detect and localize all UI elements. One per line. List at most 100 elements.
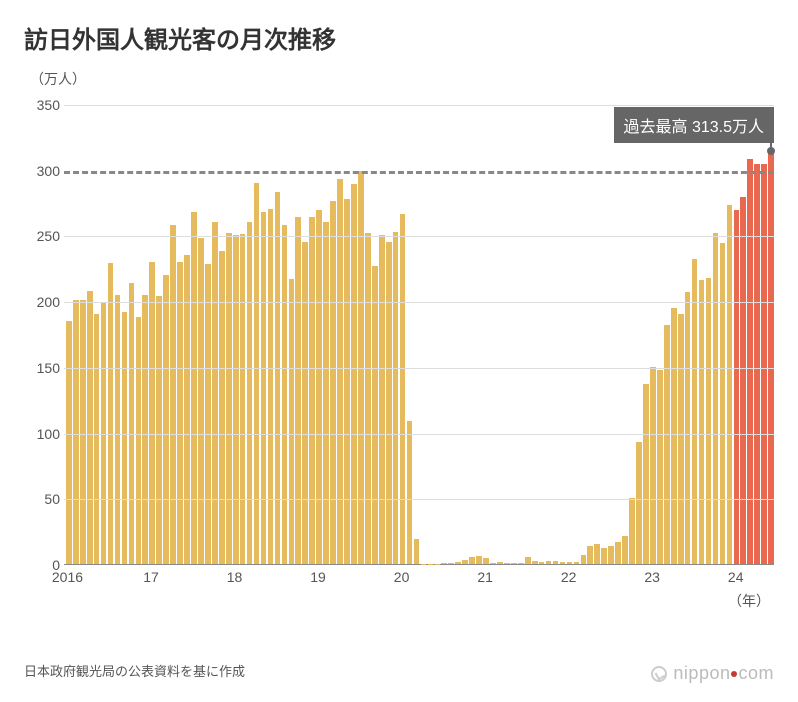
x-tick-label: 24 — [728, 569, 744, 585]
bar — [129, 283, 135, 564]
bar — [713, 233, 719, 564]
bar — [622, 536, 628, 564]
y-tick-label: 100 — [24, 426, 60, 442]
bar — [400, 214, 406, 564]
annotation-dot-icon — [767, 147, 775, 155]
bar — [734, 210, 740, 564]
y-tick-label: 200 — [24, 294, 60, 310]
bar — [275, 192, 281, 564]
bar — [518, 563, 524, 564]
y-tick-label: 300 — [24, 163, 60, 179]
bar — [212, 222, 218, 564]
site-logo: nipponcom — [651, 663, 774, 684]
y-tick-label: 350 — [24, 97, 60, 113]
bar — [247, 222, 253, 564]
bar — [636, 442, 642, 564]
bar — [462, 560, 468, 564]
bar — [198, 238, 204, 564]
x-tick-label: 21 — [477, 569, 493, 585]
reference-line — [64, 171, 774, 174]
bar — [66, 321, 72, 564]
bar — [344, 199, 350, 564]
bar — [177, 262, 183, 564]
bar — [483, 558, 489, 564]
gridline — [64, 105, 774, 106]
bar — [692, 259, 698, 564]
bar — [497, 562, 503, 564]
bar — [539, 562, 545, 564]
bar — [441, 563, 447, 564]
bar — [316, 210, 322, 564]
bar — [261, 212, 267, 564]
bar — [142, 295, 148, 564]
bar — [504, 563, 510, 564]
bar — [511, 563, 517, 564]
bar — [747, 159, 753, 564]
chart-container: 20161718192021222324 （年） 050100150200250… — [24, 95, 774, 605]
bar — [240, 234, 246, 564]
bar — [309, 217, 315, 564]
bar — [254, 183, 260, 564]
bar — [136, 317, 142, 564]
bar — [671, 308, 677, 564]
bar — [149, 262, 155, 564]
bar — [546, 561, 552, 564]
bar — [73, 300, 79, 564]
bar — [567, 562, 573, 564]
x-tick-label: 17 — [143, 569, 159, 585]
bar — [720, 243, 726, 564]
bar — [108, 263, 114, 564]
logo-globe-icon — [651, 666, 667, 682]
bar — [156, 296, 162, 564]
bar — [727, 205, 733, 564]
y-tick-label: 0 — [24, 557, 60, 573]
bar — [80, 300, 86, 564]
y-tick-label: 50 — [24, 491, 60, 507]
bar — [581, 555, 587, 564]
bar — [629, 498, 635, 564]
bar — [601, 548, 607, 564]
y-axis-unit: （万人） — [30, 69, 774, 89]
bar — [372, 266, 378, 564]
bar — [525, 557, 531, 564]
chart-title: 訪日外国人観光客の月次推移 — [24, 20, 774, 55]
bar — [393, 232, 399, 565]
bar — [664, 325, 670, 564]
gridline — [64, 434, 774, 435]
bar — [170, 225, 176, 564]
bar — [191, 212, 197, 564]
bar — [379, 235, 385, 564]
bar — [448, 563, 454, 564]
bar — [94, 314, 100, 564]
y-tick-label: 150 — [24, 360, 60, 376]
gridline — [64, 499, 774, 500]
annotation-label: 過去最高 313.5万人 — [614, 107, 775, 143]
logo-dot-icon — [731, 671, 737, 677]
bar — [414, 539, 420, 564]
bar — [685, 292, 691, 564]
bar — [650, 367, 656, 564]
bar — [351, 184, 357, 564]
bar — [560, 562, 566, 564]
x-axis-unit: （年） — [728, 591, 770, 611]
bar — [330, 201, 336, 564]
bar — [219, 251, 225, 564]
bar — [643, 384, 649, 564]
gridline — [64, 368, 774, 369]
bar — [323, 222, 329, 564]
bar — [574, 562, 580, 564]
bar — [122, 312, 128, 564]
bar — [407, 421, 413, 564]
gridline — [64, 302, 774, 303]
bar — [699, 280, 705, 564]
x-tick-label: 22 — [561, 569, 577, 585]
bar — [768, 152, 774, 564]
bar — [365, 233, 371, 564]
x-tick-label: 20 — [394, 569, 410, 585]
bar — [706, 278, 712, 565]
logo-text-a: nippon — [673, 663, 730, 683]
bar — [295, 217, 301, 564]
bar — [226, 233, 232, 564]
x-tick-label: 18 — [227, 569, 243, 585]
bar — [205, 264, 211, 564]
